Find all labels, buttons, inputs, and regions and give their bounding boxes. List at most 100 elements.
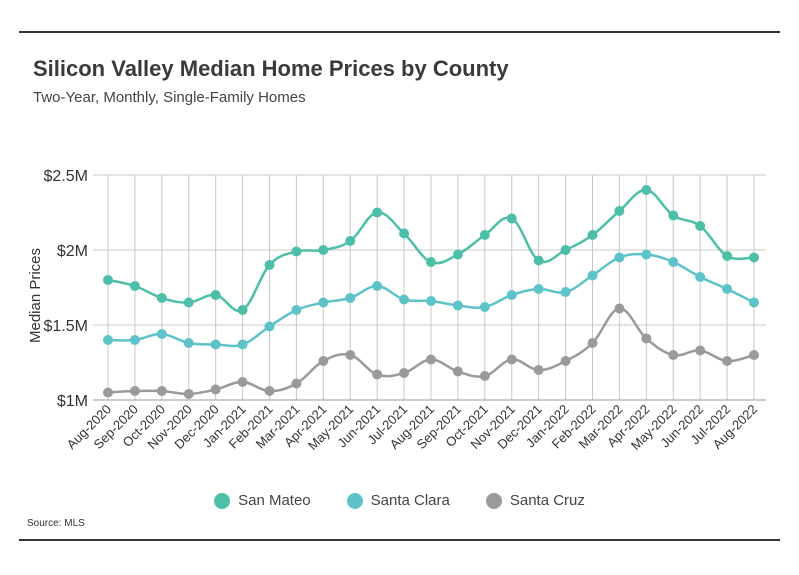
legend-item-san-mateo: San Mateo (214, 492, 311, 509)
santa-cruz-point (695, 345, 706, 356)
santa-cruz-point (264, 386, 275, 396)
santa-clara-point (291, 305, 302, 315)
santa-clara-point (318, 297, 329, 308)
san-mateo-point (587, 230, 598, 240)
santa-clara-point (560, 287, 571, 297)
san-mateo-point (668, 210, 679, 221)
y-tick-label: $2.5M (44, 168, 88, 185)
santa-clara-point (587, 270, 598, 281)
santa-cruz-point (749, 350, 759, 360)
santa-clara-point (183, 338, 194, 348)
san-mateo-point (426, 257, 436, 267)
santa-cruz-point (641, 333, 652, 344)
santa-cruz-point (668, 350, 679, 360)
san-mateo-point (479, 230, 490, 240)
series-san-mateo (103, 185, 759, 315)
san-mateo-point (103, 275, 113, 285)
santa-cruz-point (237, 377, 248, 387)
santa-clara-point (372, 281, 383, 291)
san-mateo-point (237, 305, 248, 315)
santa-cruz-point (129, 386, 140, 396)
san-mateo-point (641, 185, 652, 195)
san-mateo-point (695, 221, 706, 231)
santa-clara-point (749, 297, 759, 308)
y-axis-label: Median Prices (27, 248, 44, 343)
legend-label: San Mateo (238, 492, 311, 509)
santa-cruz-point (560, 356, 571, 366)
santa-cruz-point (399, 368, 410, 378)
santa-cruz-point (426, 354, 436, 365)
santa-cruz-point (318, 356, 329, 366)
santa-clara-point (103, 335, 113, 345)
santa-cruz-point (722, 356, 733, 366)
santa-clara-point (345, 293, 356, 303)
santa-clara-point (237, 339, 248, 350)
axes: $1M$1.5M$2M$2.5MAug-2020Sep-2020Oct-2020… (27, 168, 766, 453)
santa-clara-point (210, 339, 221, 350)
santa-cruz-point (506, 354, 517, 365)
san-mateo-point (291, 246, 302, 257)
san-mateo-point (264, 260, 275, 270)
san-mateo-point (183, 297, 194, 308)
bottom-divider (19, 539, 780, 541)
santa-clara-point (668, 257, 679, 267)
santa-clara-point (426, 296, 436, 306)
san-mateo-point (533, 255, 544, 266)
san-mateo-point (614, 206, 625, 216)
y-tick-label: $1M (57, 393, 88, 410)
santa-cruz-point (156, 386, 167, 396)
san-mateo-point (210, 290, 221, 300)
legend-swatch (214, 492, 231, 509)
santa-clara-point (264, 321, 275, 332)
series-lines (103, 185, 759, 399)
santa-cruz-point (452, 366, 463, 377)
santa-cruz-point (372, 369, 383, 380)
santa-clara-point (533, 284, 544, 294)
san-mateo-point (318, 245, 329, 255)
san-mateo-point (560, 245, 571, 255)
santa-clara-point (506, 290, 517, 300)
series-santa-clara (103, 249, 759, 350)
santa-cruz-point (291, 378, 302, 389)
santa-clara-point (452, 300, 463, 311)
san-mateo-point (722, 251, 733, 261)
santa-clara-point (129, 335, 140, 345)
santa-cruz-point (533, 365, 544, 375)
san-mateo-point (156, 293, 167, 303)
top-divider (19, 31, 780, 33)
legend-label: Santa Cruz (509, 492, 585, 509)
santa-clara-point (695, 272, 706, 282)
santa-clara-point (641, 249, 652, 260)
san-mateo-point (749, 252, 759, 263)
legend-item-santa-clara: Santa Clara (346, 492, 450, 509)
santa-clara-point (722, 284, 733, 294)
san-mateo-point (506, 213, 517, 224)
san-mateo-point (129, 281, 140, 291)
legend-swatch (346, 492, 363, 509)
legend-label: Santa Clara (370, 492, 450, 509)
santa-cruz-point (587, 338, 598, 348)
santa-cruz-point (479, 371, 490, 381)
santa-clara-point (479, 302, 490, 312)
chart-title: Silicon Valley Median Home Prices by Cou… (33, 56, 509, 81)
santa-clara-point (614, 252, 625, 263)
legend: San Mateo Santa Clara Santa Cruz (0, 492, 799, 509)
san-mateo-point (452, 249, 463, 260)
source-note: Source: MLS (27, 518, 85, 529)
santa-cruz-point (103, 387, 113, 398)
santa-cruz-point (614, 303, 625, 314)
santa-cruz-point (345, 350, 356, 360)
chart-subtitle: Two-Year, Monthly, Single-Family Homes (33, 89, 306, 106)
santa-cruz-point (183, 389, 194, 399)
legend-swatch (485, 492, 502, 509)
santa-cruz-point (210, 384, 221, 395)
y-tick-label: $1.5M (44, 318, 88, 335)
santa-clara-point (399, 294, 410, 305)
san-mateo-point (372, 207, 383, 218)
y-tick-label: $2M (57, 243, 88, 260)
legend-item-santa-cruz: Santa Cruz (485, 492, 585, 509)
series-santa-cruz (103, 303, 759, 399)
san-mateo-point (399, 228, 410, 239)
san-mateo-point (345, 236, 356, 246)
